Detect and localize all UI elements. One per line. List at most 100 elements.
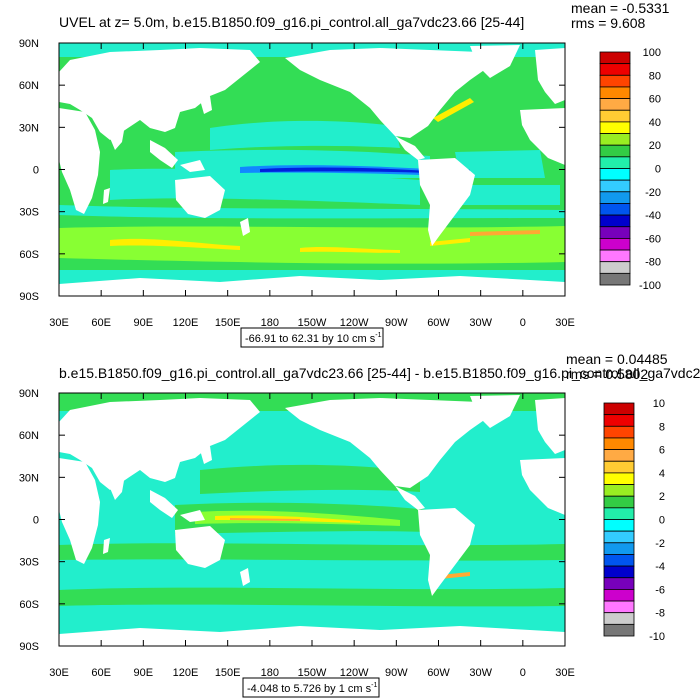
y-tick-label: 30S bbox=[19, 557, 39, 569]
colorbar-label: 4 bbox=[659, 468, 665, 480]
colorbar-label: 8 bbox=[659, 421, 665, 433]
colorbar-label: 2 bbox=[659, 491, 665, 503]
colorbar-swatch bbox=[599, 86, 631, 99]
colorbar-label: 0 bbox=[655, 164, 661, 176]
colorbar-label: 60 bbox=[649, 94, 661, 106]
axis-ticks: 30E 60E 90E 120E 150E 180 150W 120W 90W 60W 30W 0 30… bbox=[19, 388, 575, 679]
colorbar: 100 80 60 40 20 0 -20 -40 -60 -80 -100 bbox=[599, 47, 661, 292]
colorbar-swatch bbox=[599, 179, 631, 193]
x-tick-label: 60W bbox=[427, 317, 450, 329]
x-tick-label: 30W bbox=[469, 667, 492, 679]
colorbar-swatch bbox=[599, 237, 631, 251]
range-label-box: -66.91 to 62.31 by 10 cm s-1 bbox=[240, 327, 384, 348]
acc-jet-2 bbox=[300, 247, 400, 253]
x-tick-label: 60E bbox=[91, 317, 111, 329]
y-tick-label: 0 bbox=[33, 165, 39, 177]
colorbar-label: 0 bbox=[659, 515, 665, 527]
acc-jet-3 bbox=[430, 238, 470, 246]
x-tick-label: 150W bbox=[298, 317, 327, 329]
x-tick-label: 180 bbox=[261, 667, 279, 679]
x-tick-label: 30E bbox=[555, 317, 575, 329]
colorbar-label: -10 bbox=[649, 631, 665, 643]
acc-jet-4 bbox=[470, 230, 540, 236]
colorbar-label: -4 bbox=[655, 561, 665, 573]
x-tick-label: 150W bbox=[298, 667, 327, 679]
map-field bbox=[59, 393, 565, 646]
x-tick-label: 150E bbox=[215, 667, 241, 679]
x-tick-label: 0 bbox=[520, 667, 526, 679]
colorbar-label: -20 bbox=[645, 187, 661, 199]
mean-label: mean = 0.04485 bbox=[566, 351, 668, 367]
x-tick-label: 30E bbox=[555, 667, 575, 679]
rms-label: rms = 0.5802 bbox=[566, 366, 648, 382]
colorbar-label: -8 bbox=[655, 608, 665, 620]
colorbar-swatch bbox=[603, 472, 635, 485]
colorbar-swatch bbox=[599, 203, 631, 216]
colorbar-label: -100 bbox=[639, 280, 661, 292]
colorbar-swatch bbox=[603, 507, 635, 520]
colorbar-swatch bbox=[603, 460, 635, 474]
colorbar-swatch bbox=[599, 74, 631, 88]
range-box bbox=[240, 327, 384, 348]
x-tick-label: 90E bbox=[134, 667, 154, 679]
colorbar-swatch bbox=[603, 530, 635, 544]
acc-jet bbox=[440, 572, 470, 579]
north-pacific-band bbox=[210, 120, 400, 150]
range-label-box: -4.048 to 5.726 by 1 cm s-1 bbox=[242, 677, 380, 698]
colorbar-label: -2 bbox=[655, 538, 665, 550]
colorbar-swatch bbox=[603, 449, 635, 462]
colorbar-label: 20 bbox=[649, 140, 661, 152]
x-tick-label: 30W bbox=[469, 317, 492, 329]
colorbar-swatch bbox=[603, 542, 635, 555]
colorbar-swatch bbox=[599, 249, 631, 263]
x-tick-label: 120E bbox=[173, 667, 199, 679]
y-tick-label: 60S bbox=[19, 599, 39, 611]
colorbar-swatch bbox=[603, 402, 635, 416]
colorbar-swatch bbox=[599, 168, 631, 181]
y-tick-label: 60N bbox=[19, 80, 39, 92]
x-tick-label: 90W bbox=[385, 317, 408, 329]
colorbar-swatch bbox=[599, 226, 631, 239]
x-tick-label: 150E bbox=[215, 317, 241, 329]
colorbar-swatch bbox=[603, 519, 635, 532]
colorbar-swatch bbox=[603, 577, 635, 590]
colorbar-swatch bbox=[599, 63, 631, 76]
colorbar-swatch bbox=[599, 261, 631, 274]
colorbar-swatch bbox=[599, 144, 631, 158]
mean-label: mean = -0.5331 bbox=[571, 0, 670, 16]
x-tick-label: 90W bbox=[385, 667, 408, 679]
colorbar-swatch bbox=[603, 437, 635, 451]
y-tick-label: 30N bbox=[19, 472, 39, 484]
colorbar-label: 100 bbox=[643, 47, 661, 59]
colorbar-label: -60 bbox=[645, 233, 661, 245]
y-tick-label: 90S bbox=[19, 291, 39, 303]
colorbar-swatch bbox=[603, 495, 635, 509]
land bbox=[59, 395, 565, 646]
acc-band bbox=[59, 587, 565, 607]
y-tick-label: 90N bbox=[19, 38, 39, 50]
colorbar-label: 80 bbox=[649, 70, 661, 82]
colorbar-swatch bbox=[599, 121, 631, 134]
panel-title: b.e15.B1850.f09_g16.pi_control.all_ga7vd… bbox=[59, 365, 700, 381]
colorbar-swatch bbox=[599, 133, 631, 146]
x-tick-label: 180 bbox=[261, 317, 279, 329]
range-label: -4.048 to 5.726 by 1 cm s-1 bbox=[247, 682, 377, 695]
x-tick-label: 0 bbox=[520, 317, 526, 329]
colorbar-label: -40 bbox=[645, 210, 661, 222]
range-box bbox=[242, 677, 380, 698]
colorbar-swatch bbox=[603, 554, 635, 567]
south-band bbox=[59, 543, 565, 561]
colorbar-swatch bbox=[599, 272, 631, 286]
colorbar-swatch bbox=[603, 623, 635, 637]
x-tick-label: 90E bbox=[134, 317, 154, 329]
colorbar-swatch bbox=[603, 484, 635, 497]
colorbar-label: -6 bbox=[655, 584, 665, 596]
colorbar-label: 10 bbox=[653, 398, 665, 410]
north-pacific-band bbox=[200, 464, 420, 494]
x-tick-label: 120W bbox=[340, 317, 369, 329]
y-tick-label: 0 bbox=[33, 515, 39, 527]
equatorial-atlantic-band bbox=[455, 150, 545, 178]
colorbar-swatch bbox=[603, 414, 635, 427]
y-tick-label: 90S bbox=[19, 641, 39, 653]
